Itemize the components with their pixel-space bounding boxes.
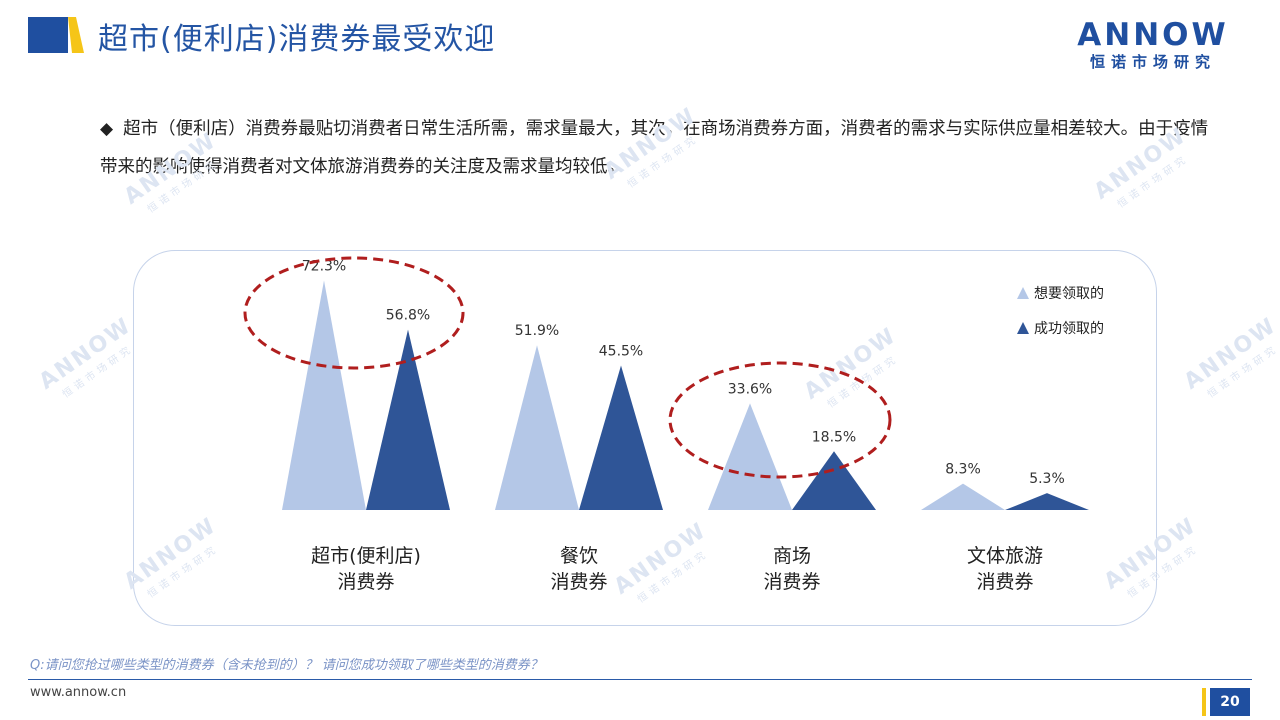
data-label: 5.3% [1029,471,1065,487]
category-label: 消费券 [763,571,820,593]
category-label: 消费券 [550,571,607,593]
bar-received [1005,493,1089,510]
data-label: 18.5% [812,429,856,445]
summary-text: 超市（便利店）消费券最贴切消费者日常生活所需，需求量最大，其次，在商场消费券方面… [100,119,1209,177]
survey-question: Q:请问您抢过哪些类型的消费券（含未抢到的）？ 请问您成功领取了哪些类型的消费券… [30,658,543,673]
category-label: 消费券 [976,571,1033,593]
brand-name: ANNOW [1077,17,1229,53]
category-label: 商场 [773,545,811,567]
data-label: 56.8% [386,308,430,324]
bar-wanted [495,345,579,510]
data-label: 51.9% [515,323,559,339]
brand-logo: ANNOW 恒诺市场研究 [1068,18,1238,72]
bar-received [366,329,450,510]
brand-subtitle: 恒诺市场研究 [1089,53,1216,71]
category-label: 文体旅游 [967,545,1043,567]
summary-bullet: ◆ 超市（便利店）消费券最贴切消费者日常生活所需，需求量最大，其次，在商场消费券方… [100,110,1210,186]
footer-divider [28,679,1252,680]
category-label: 餐饮 [560,545,598,567]
highlight-ellipse [243,256,465,370]
bar-received [579,365,663,510]
bar-wanted [708,403,792,510]
data-label: 72.3% [302,258,346,274]
logo-mark-icon [28,17,84,53]
page-title: 超市(便利店)消费券最受欢迎 [98,22,496,57]
black-diamond-icon: ◆ [100,119,114,139]
category-label: 消费券 [337,571,394,593]
data-label: 45.5% [599,344,643,360]
legend-marker [1017,287,1029,299]
website-link[interactable]: www.annow.cn [30,685,127,700]
legend-label: 想要领取的 [1034,286,1104,302]
category-label: 超市(便利店) [311,545,421,567]
bar-received [792,451,876,510]
highlight-ellipse [668,361,892,479]
chart-frame [133,250,1157,626]
page-number: 20 [1202,688,1250,716]
bar-wanted [921,483,1005,510]
data-label: 33.6% [728,381,772,397]
legend-label: 成功领取的 [1034,321,1104,337]
data-label: 8.3% [945,462,981,478]
bar-wanted [282,280,366,510]
legend-marker [1017,322,1029,334]
